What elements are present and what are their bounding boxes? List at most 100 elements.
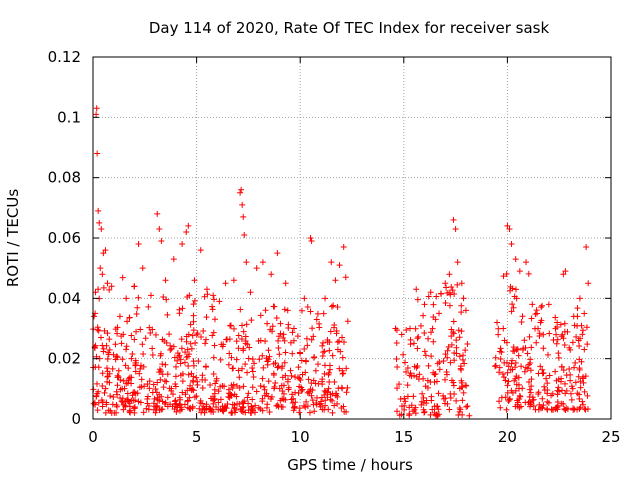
data-point (433, 293, 440, 300)
data-point (450, 379, 457, 386)
data-point (183, 338, 190, 345)
data-point (242, 361, 249, 368)
data-point (340, 244, 347, 251)
data-point (412, 325, 419, 332)
data-point (119, 399, 126, 406)
x-tick-label: 20 (498, 428, 517, 446)
data-point (243, 259, 250, 266)
data-point (328, 303, 335, 310)
data-point (167, 346, 174, 353)
data-point (431, 371, 438, 378)
data-point (435, 390, 442, 397)
data-point (446, 271, 453, 278)
data-point (282, 280, 289, 287)
data-point (583, 244, 590, 251)
data-point (290, 325, 297, 332)
data-point (304, 304, 311, 311)
data-point (114, 354, 121, 361)
data-point (324, 388, 331, 395)
data-point (167, 401, 174, 408)
data-point (240, 213, 247, 220)
data-point (410, 393, 417, 400)
data-point (185, 222, 192, 229)
data-point (285, 376, 292, 383)
data-point (162, 277, 169, 284)
data-point (263, 390, 270, 397)
data-point (217, 383, 224, 390)
data-point (183, 228, 190, 235)
data-point (414, 362, 421, 369)
data-point (524, 350, 531, 357)
data-point (257, 405, 264, 412)
data-point (459, 411, 466, 418)
data-point (275, 363, 282, 370)
data-point (107, 393, 114, 400)
data-point (343, 365, 350, 372)
data-point (566, 344, 573, 351)
data-point (159, 361, 166, 368)
data-point (161, 400, 168, 407)
data-point (508, 387, 515, 394)
data-point (562, 390, 569, 397)
data-point (125, 365, 132, 372)
data-point (575, 337, 582, 344)
data-point (130, 389, 137, 396)
data-point (104, 355, 111, 362)
data-point (492, 354, 499, 361)
data-point (98, 225, 105, 232)
data-point (313, 401, 320, 408)
data-point (296, 375, 303, 382)
data-point (267, 396, 274, 403)
data-point (147, 330, 154, 337)
data-point (458, 280, 465, 287)
data-point (310, 354, 317, 361)
data-point (401, 395, 408, 402)
data-point (572, 359, 579, 366)
data-point (225, 361, 232, 368)
data-point (508, 360, 515, 367)
data-point (243, 321, 250, 328)
data-point (225, 393, 232, 400)
data-point (319, 342, 326, 349)
data-point (242, 337, 249, 344)
data-point (316, 320, 323, 327)
data-point (190, 327, 197, 334)
data-point (404, 365, 411, 372)
data-point (320, 349, 327, 356)
data-point (408, 402, 415, 409)
data-point (572, 379, 579, 386)
data-point (261, 383, 268, 390)
data-point (95, 364, 102, 371)
data-point (185, 363, 192, 370)
data-point (144, 381, 151, 388)
data-point (124, 390, 131, 397)
data-point (259, 259, 266, 266)
data-point (406, 412, 413, 419)
data-point (496, 348, 503, 355)
data-point (238, 335, 245, 342)
data-point (126, 403, 133, 410)
data-point (344, 318, 351, 325)
data-point (124, 318, 131, 325)
data-point (121, 385, 128, 392)
data-point (227, 390, 234, 397)
data-point (253, 265, 260, 272)
data-point (425, 335, 432, 342)
data-point (402, 359, 409, 366)
data-point (525, 361, 532, 368)
data-point (230, 325, 237, 332)
data-point (210, 409, 217, 416)
data-point (124, 396, 131, 403)
data-point (411, 406, 418, 413)
data-point (554, 391, 561, 398)
data-point (334, 304, 341, 311)
data-point (311, 408, 318, 415)
data-point (336, 365, 343, 372)
data-point (497, 356, 504, 363)
data-point (444, 400, 451, 407)
data-point (166, 331, 173, 338)
data-point (463, 403, 470, 410)
data-point (513, 373, 520, 380)
data-point (453, 344, 460, 351)
data-point (430, 301, 437, 308)
